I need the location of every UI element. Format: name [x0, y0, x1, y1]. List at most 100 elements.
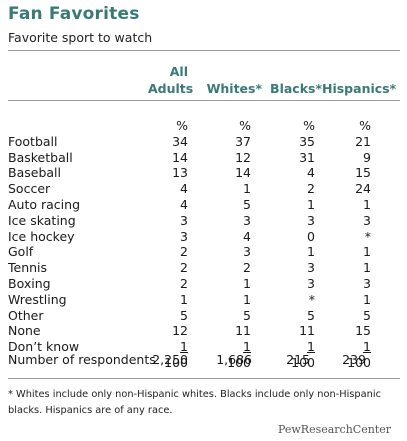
- table-cell: 5: [148, 308, 188, 324]
- cell-value: 1: [307, 339, 315, 355]
- respondents-value: 215: [286, 352, 310, 367]
- cell-value: 37: [235, 133, 251, 149]
- cell-value: 15: [355, 323, 371, 339]
- table-cell: 3: [188, 213, 251, 229]
- footnote-rule: [8, 378, 400, 379]
- cell-value: 3: [307, 275, 315, 291]
- table-cell: 5: [188, 197, 251, 213]
- cell-value: 15: [355, 165, 371, 181]
- cell-value: 5: [243, 307, 251, 323]
- table-cell: 1: [188, 181, 251, 197]
- table-cell: %: [188, 118, 251, 134]
- cell-value: 3: [243, 212, 251, 228]
- cell-value: 100: [164, 354, 188, 370]
- row-label: Auto racing: [8, 196, 80, 212]
- cell-value: 12: [235, 149, 251, 165]
- table-cell: 3: [148, 213, 188, 229]
- cell-value: 4: [307, 165, 315, 181]
- table-cell: 1: [315, 339, 371, 355]
- cell-value: 100: [291, 354, 315, 370]
- column-header-all-adults: All Adults: [148, 63, 194, 97]
- table-cell: 15: [315, 323, 371, 339]
- column-header-all-adults-line2: Adults: [148, 81, 194, 96]
- row-label: Soccer: [8, 181, 51, 197]
- cell-value: 1: [243, 181, 251, 197]
- table-cell: %: [251, 118, 315, 134]
- cell-value: 11: [299, 323, 315, 339]
- table-cell: 37: [188, 134, 251, 150]
- table-cell: 4: [148, 181, 188, 197]
- chart-title: Fan Favorites: [8, 4, 140, 24]
- cell-value: 12: [172, 323, 188, 339]
- cell-value: 1: [363, 260, 371, 276]
- table-cell: 3: [251, 276, 315, 292]
- table-cell: 1: [251, 244, 315, 260]
- row-label: Golf: [8, 244, 34, 260]
- table-cell: 1: [188, 292, 251, 308]
- table-cell: 12: [148, 323, 188, 339]
- table-row: Baseball 13 14 4 15: [8, 165, 371, 181]
- cell-value: 5: [363, 307, 371, 323]
- table-cell: *: [251, 292, 315, 308]
- row-label: [8, 118, 148, 134]
- respondents-value: 1,686: [216, 352, 252, 367]
- cell-value: 24: [355, 181, 371, 197]
- table-cell: 3: [315, 213, 371, 229]
- cell-value: 3: [363, 275, 371, 291]
- table-cell: 14: [148, 150, 188, 166]
- table-cell: 24: [315, 181, 371, 197]
- chart-subtitle: Favorite sport to watch: [8, 30, 153, 45]
- cell-value: 14: [172, 149, 188, 165]
- table-cell: 5: [315, 308, 371, 324]
- cell-value: 31: [299, 149, 315, 165]
- row-label: Baseball: [8, 165, 61, 181]
- row-label: Don’t know: [8, 339, 80, 355]
- table-row: Football 34 37 35 21: [8, 134, 371, 150]
- table-cell: 3: [188, 244, 251, 260]
- column-header-all-adults-line1: All: [169, 64, 188, 79]
- cell-value: 14: [235, 165, 251, 181]
- table-cell: 12: [188, 150, 251, 166]
- footnote: * Whites include only non-Hispanic white…: [8, 389, 381, 416]
- table-cell: 3: [251, 213, 315, 229]
- table-cell: 15: [315, 165, 371, 181]
- table-cell: 35: [251, 134, 315, 150]
- table-row: Auto racing 4 5 1 1: [8, 197, 371, 213]
- table-row: Ice hockey 3 4 0 *: [8, 229, 371, 245]
- table-row: Soccer 4 1 2 24: [8, 181, 371, 197]
- table-cell: 3: [315, 276, 371, 292]
- cell-value: 4: [180, 196, 188, 212]
- cell-value: 9: [363, 149, 371, 165]
- table-cell: 100: [315, 355, 371, 371]
- table-row: None 12 11 11 15: [8, 323, 371, 339]
- cell-value: 5: [307, 307, 315, 323]
- cell-value: 3: [307, 212, 315, 228]
- cell-value: %: [176, 118, 188, 133]
- table-cell: 4: [251, 165, 315, 181]
- cell-value: 34: [172, 133, 188, 149]
- cell-value: 3: [307, 260, 315, 276]
- cell-value: 1: [243, 339, 251, 355]
- table-cell: 11: [251, 323, 315, 339]
- cell-value: 2: [307, 181, 315, 197]
- cell-value: 3: [180, 212, 188, 228]
- cell-value: 100: [347, 354, 371, 370]
- table-cell: 1: [315, 244, 371, 260]
- table-cell: 21: [315, 134, 371, 150]
- table-cell: 1: [188, 339, 251, 355]
- table-row: Wrestling 1 1 * 1: [8, 292, 371, 308]
- table-cell: 4: [148, 197, 188, 213]
- table-cell: 100: [148, 355, 188, 371]
- table-cell: %: [315, 118, 371, 134]
- row-label: Boxing: [8, 275, 51, 291]
- respondents-value: 2,250: [152, 352, 188, 367]
- cell-value: 1: [180, 339, 188, 355]
- table-cell: 5: [251, 308, 315, 324]
- table-row: Basketball 14 12 31 9: [8, 150, 371, 166]
- cell-value: 3: [363, 212, 371, 228]
- table-cell: 1: [251, 197, 315, 213]
- table-row: Tennis 2 2 3 1: [8, 260, 371, 276]
- cell-value: 11: [235, 323, 251, 339]
- table-cell: 1: [315, 292, 371, 308]
- row-label: Other: [8, 307, 44, 323]
